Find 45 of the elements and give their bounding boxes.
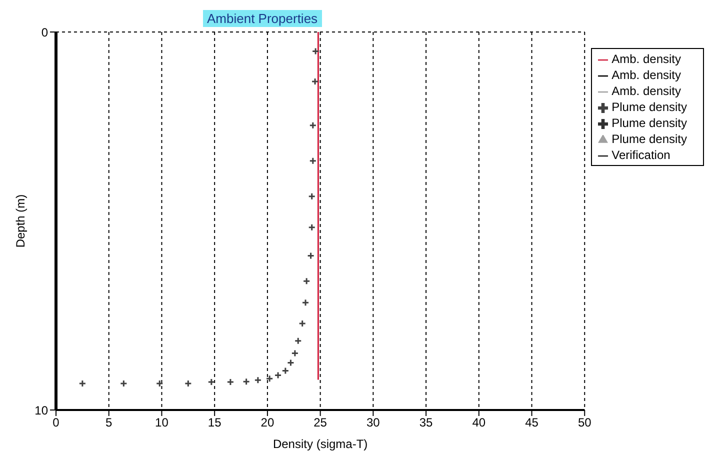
point xyxy=(208,378,216,386)
point xyxy=(309,157,317,165)
point xyxy=(254,376,262,384)
x-tick-label: 0 xyxy=(52,416,60,430)
x-tick-label: 50 xyxy=(578,416,592,430)
legend-label: Plume density xyxy=(612,100,687,114)
x-tick-label: 45 xyxy=(525,416,539,430)
y-axis-title: Depth (m) xyxy=(13,194,28,248)
legend-label: Amb. density xyxy=(612,84,681,98)
point xyxy=(291,350,299,358)
point xyxy=(308,224,316,232)
x-tick-label: 25 xyxy=(314,416,328,430)
legend-label: Amb. density xyxy=(612,52,681,66)
point xyxy=(312,48,320,56)
point xyxy=(302,277,310,285)
x-tick-label: 5 xyxy=(106,416,113,430)
x-tick-label: 35 xyxy=(419,416,434,430)
point xyxy=(274,371,282,379)
point xyxy=(78,380,86,388)
point xyxy=(286,359,294,366)
point xyxy=(184,380,192,388)
point xyxy=(282,366,290,374)
point xyxy=(298,320,306,328)
legend-label: Verification xyxy=(612,148,670,162)
x-tick-label: 30 xyxy=(366,416,380,430)
point xyxy=(226,378,234,386)
point xyxy=(266,374,274,382)
chart-title: Ambient Properties xyxy=(203,10,322,27)
point xyxy=(302,298,310,306)
point xyxy=(156,380,164,388)
x-tick-label: 40 xyxy=(472,416,486,430)
point xyxy=(309,122,317,130)
x-tick-label: 20 xyxy=(260,416,274,430)
point xyxy=(242,378,250,386)
x-tick-label: 15 xyxy=(208,416,222,430)
legend-label: Plume density xyxy=(612,132,687,146)
x-tick-label: 10 xyxy=(155,416,169,430)
legend-label: Plume density xyxy=(612,116,687,130)
point xyxy=(311,78,319,86)
point xyxy=(308,192,316,200)
point xyxy=(307,252,315,260)
x-axis-title: Density (sigma-T) xyxy=(272,437,368,451)
point xyxy=(294,337,302,345)
point xyxy=(120,380,128,388)
legend-label: Amb. density xyxy=(612,68,681,82)
